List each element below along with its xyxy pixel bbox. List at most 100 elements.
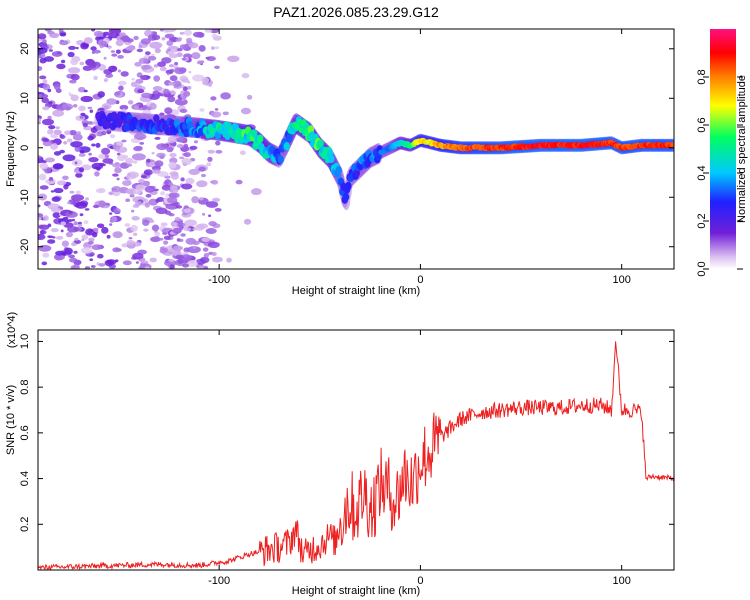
spectrogram-noise-blob: [143, 180, 150, 187]
spectrogram-noise-blob: [181, 57, 187, 61]
spectrogram-noise-blob: [53, 83, 61, 91]
spectrogram-noise-blob: [47, 239, 56, 244]
spectrogram-noise-blob: [43, 56, 55, 62]
snr-ylabel: SNR (10 * v/v): [5, 385, 17, 455]
spectrogram-noise-blob: [69, 79, 77, 84]
spectrogram-noise-blob: [101, 226, 109, 234]
spectrogram-noise-blob: [211, 111, 222, 118]
spectrogram-noise-blob: [68, 254, 75, 259]
spectrogram-noise-blob: [168, 258, 175, 262]
spectrogram-noise-blob: [140, 64, 149, 70]
spectrogram-noise-blob: [98, 263, 106, 267]
spectrogram-trace-core: [670, 142, 674, 148]
spectrogram-noise-blob: [129, 194, 135, 198]
spectrogram-noise-blob: [168, 53, 179, 59]
spectrogram-noise-blob: [71, 242, 77, 247]
spectrogram-noise-blob: [48, 49, 54, 52]
x-tick-label: 0: [417, 274, 423, 286]
spectrogram-noise-blob: [90, 46, 97, 51]
spectrogram-noise-blob: [207, 241, 220, 248]
spectrogram-noise-blob: [65, 231, 73, 238]
spectrogram-noise-blob: [160, 222, 168, 227]
spectrogram-noise-blob: [131, 216, 140, 221]
spectrogram-noise-blob: [65, 211, 78, 218]
spectrogram-noise-blob: [75, 172, 83, 178]
spectrogram-noise-blob: [132, 189, 142, 195]
spectrogram-noise-blob: [198, 166, 206, 172]
spectrogram-noise-blob: [202, 247, 209, 252]
spectrogram-noise-blob: [204, 29, 213, 33]
spectrogram-noise-blob: [192, 74, 205, 82]
spectrogram-noise-blob: [80, 95, 93, 103]
spectrogram-noise-blob: [211, 252, 217, 256]
spectrogram-noise-blob: [188, 70, 192, 74]
y-tick-label: 0.8: [19, 379, 31, 394]
spectrogram-noise-blob: [133, 105, 140, 110]
spectrogram-trace-core: [277, 155, 284, 164]
spectrogram-noise-blob: [164, 33, 175, 39]
spectrogram-noise-blob: [78, 146, 91, 153]
spectrogram-noise-blob: [67, 226, 79, 233]
spectrogram-noise-blob: [169, 264, 175, 269]
spectrogram-image: [38, 29, 674, 269]
spectrogram-noise-blob: [102, 158, 114, 164]
spectrogram-noise-blob: [79, 61, 85, 66]
spectrogram-noise-blob: [38, 204, 41, 208]
spectrogram-noise-blob: [178, 67, 187, 73]
spectrogram-noise-blob: [125, 157, 134, 165]
spectrogram-noise-blob: [94, 171, 100, 177]
spectrogram-noise-blob: [92, 204, 100, 209]
spectrogram-noise-blob: [74, 237, 79, 241]
spectrogram-noise-blob: [197, 223, 209, 229]
spectrogram-trace-core: [110, 111, 118, 120]
spectrogram-noise-blob: [42, 83, 51, 91]
spectrogram-noise-blob: [134, 61, 142, 67]
spectrogram-noise-blob: [112, 144, 118, 149]
x-tick-label: 100: [612, 575, 630, 587]
spectrogram-noise-blob: [163, 240, 169, 245]
spectrogram-noise-blob: [48, 178, 54, 182]
spectrogram-noise-blob: [52, 163, 64, 170]
spectrogram-trace-core: [342, 192, 350, 202]
spectrogram-noise-blob: [91, 244, 102, 251]
colorbar-tick-label: 0.4: [696, 165, 708, 180]
spectrogram-noise-blob: [179, 44, 188, 50]
spectrogram-noise-blob: [151, 169, 161, 174]
spectrogram-noise-blob: [79, 115, 84, 119]
spectrogram-noise-blob: [115, 141, 124, 147]
spectrogram-noise-blob: [185, 177, 195, 185]
spectrogram-noise-blob: [62, 154, 76, 162]
spectrogram-noise-blob: [141, 92, 152, 99]
spectrogram-noise-blob: [38, 155, 42, 159]
spectrogram-noise-blob: [56, 180, 67, 186]
spectrogram-noise-blob: [146, 158, 151, 163]
spectrogram-noise-blob: [117, 69, 121, 73]
spectrogram-noise-blob: [177, 259, 184, 264]
spectrogram-noise-blob: [138, 57, 149, 64]
spectrogram-noise-blob: [157, 61, 166, 68]
spectrogram-noise-blob: [68, 92, 72, 95]
spectrogram-noise-blob: [74, 146, 81, 152]
spectrogram-noise-blob: [125, 198, 131, 202]
spectrogram-noise-blob: [38, 224, 50, 230]
spectrogram-noise-blob: [48, 235, 54, 239]
spectrogram-noise-blob: [78, 105, 86, 112]
spectrogram-noise-blob: [47, 115, 52, 120]
spectrogram-noise-blob: [89, 109, 94, 113]
spectrogram-noise-blob: [192, 240, 200, 245]
spectrogram-noise-blob: [89, 258, 94, 262]
y-tick-label: 20: [19, 43, 31, 55]
spectrogram-noise-blob: [108, 65, 118, 73]
spectrogram-noise-blob: [51, 196, 61, 202]
spectrogram-noise-blob: [176, 144, 185, 148]
x-tick-label: -100: [208, 274, 230, 286]
spectrogram-noise-blob: [41, 261, 48, 266]
spectrogram-noise-blob: [119, 104, 129, 111]
spectrogram-noise-blob: [70, 58, 79, 66]
spectrogram-noise-blob: [207, 149, 215, 154]
spectrogram-noise-blob: [131, 153, 146, 161]
spectrogram-noise-blob: [183, 152, 191, 158]
spectrogram-noise-blob: [38, 55, 41, 59]
spectrogram-noise-blob: [190, 189, 197, 193]
